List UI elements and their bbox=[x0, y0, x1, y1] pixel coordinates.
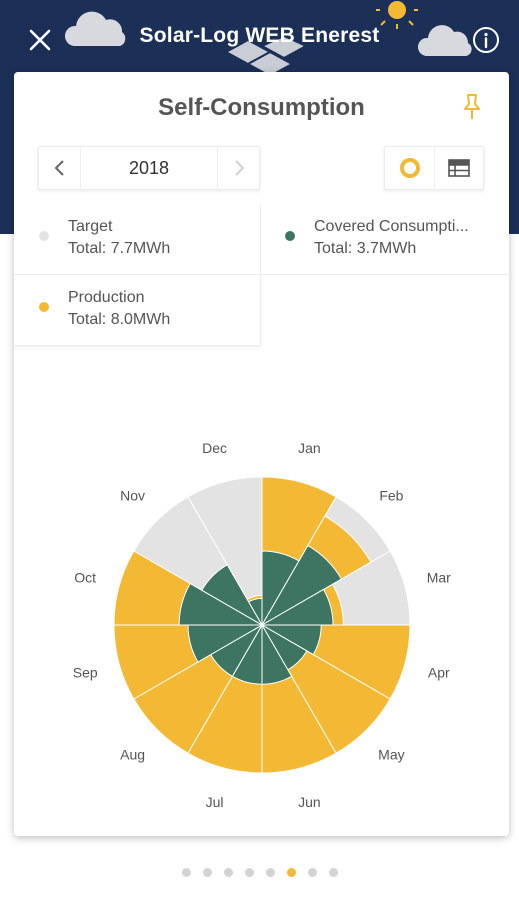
info-icon bbox=[473, 27, 499, 53]
month-label-feb: Feb bbox=[379, 488, 403, 504]
polar-segment-covered-consumpti-apr[interactable] bbox=[260, 624, 322, 656]
app-header: Solar-Log WEB Enerest bbox=[0, 0, 519, 80]
month-label-may: May bbox=[378, 746, 404, 762]
page-dot-8[interactable] bbox=[328, 868, 338, 877]
month-label-jun: Jun bbox=[298, 794, 321, 810]
month-label-mar: Mar bbox=[427, 570, 451, 586]
close-button[interactable] bbox=[22, 22, 58, 58]
legend-total: Total: 3.7MWh bbox=[314, 240, 417, 257]
page-dot-7[interactable] bbox=[307, 868, 317, 877]
polar-segment-covered-consumpti-feb[interactable] bbox=[260, 544, 343, 627]
self-consumption-card: Self-Consumption 2018 bbox=[14, 72, 509, 836]
legend-item-target[interactable]: Target Total: 7.7MWh bbox=[14, 204, 261, 275]
month-label-jul: Jul bbox=[206, 794, 224, 810]
month-label-dec: Dec bbox=[202, 440, 227, 456]
legend-name: Target bbox=[68, 218, 113, 235]
legend-total: Total: 7.7MWh bbox=[68, 240, 171, 257]
legend-dot bbox=[285, 231, 295, 241]
pin-button[interactable] bbox=[460, 92, 484, 122]
donut-view-button[interactable] bbox=[385, 147, 435, 189]
polar-segment-covered-consumpti-dec[interactable] bbox=[247, 597, 263, 627]
info-button[interactable] bbox=[468, 22, 504, 58]
page-dot-1[interactable] bbox=[181, 868, 191, 877]
chart-legend: Target Total: 7.7MWh Covered Consumpti..… bbox=[14, 204, 509, 346]
pin-icon bbox=[464, 94, 480, 119]
polar-area-chart: Jan Feb Mar Apr May Jun Jul Aug Sep Oct Nov Dec bbox=[73, 440, 451, 810]
previous-year-button[interactable] bbox=[39, 147, 81, 189]
polar-segment-covered-consumpti-nov[interactable] bbox=[201, 564, 264, 627]
chevron-right-icon bbox=[235, 160, 245, 176]
year-label: 2018 bbox=[128, 158, 170, 178]
table-view-button[interactable] bbox=[435, 147, 483, 189]
sun-decoration bbox=[376, 1, 418, 29]
month-label-apr: Apr bbox=[428, 664, 450, 680]
page-dot-3[interactable] bbox=[223, 868, 233, 877]
year-navigator: 2018 bbox=[38, 146, 260, 190]
month-label-aug: Aug bbox=[120, 746, 145, 762]
month-label-jan: Jan bbox=[298, 440, 321, 456]
app-title: Solar-Log WEB Enerest bbox=[139, 24, 380, 47]
month-label-sep: Sep bbox=[73, 664, 98, 680]
legend-dot bbox=[39, 231, 49, 241]
next-year-button[interactable] bbox=[217, 147, 259, 189]
page-dot-2[interactable] bbox=[202, 868, 212, 877]
legend-name: Covered Consumpti... bbox=[314, 218, 469, 235]
donut-chart-icon bbox=[400, 158, 420, 178]
page-indicator bbox=[0, 864, 519, 878]
legend-item-production[interactable]: Production Total: 8.0MWh bbox=[14, 275, 261, 346]
month-label-nov: Nov bbox=[120, 488, 145, 504]
table-icon bbox=[448, 159, 470, 177]
chevron-left-icon bbox=[54, 160, 64, 176]
legend-name: Production bbox=[68, 289, 145, 306]
polar-segment-covered-consumpti-oct[interactable] bbox=[178, 582, 264, 626]
page-dot-4[interactable] bbox=[244, 868, 254, 877]
legend-total: Total: 8.0MWh bbox=[68, 311, 171, 328]
cloud-decoration-left bbox=[64, 11, 126, 46]
cloud-decoration-right bbox=[417, 25, 472, 56]
page-dot-5[interactable] bbox=[265, 868, 275, 877]
card-title: Self-Consumption bbox=[158, 94, 365, 121]
view-toggle bbox=[384, 146, 484, 190]
month-label-oct: Oct bbox=[74, 570, 96, 586]
polar-segment-covered-consumpti-mar[interactable] bbox=[260, 588, 334, 626]
legend-item-covered-consumption[interactable]: Covered Consumpti... Total: 3.7MWh bbox=[261, 204, 509, 275]
page-dot-6[interactable] bbox=[286, 868, 296, 877]
close-icon bbox=[29, 29, 51, 51]
legend-dot bbox=[39, 302, 49, 312]
